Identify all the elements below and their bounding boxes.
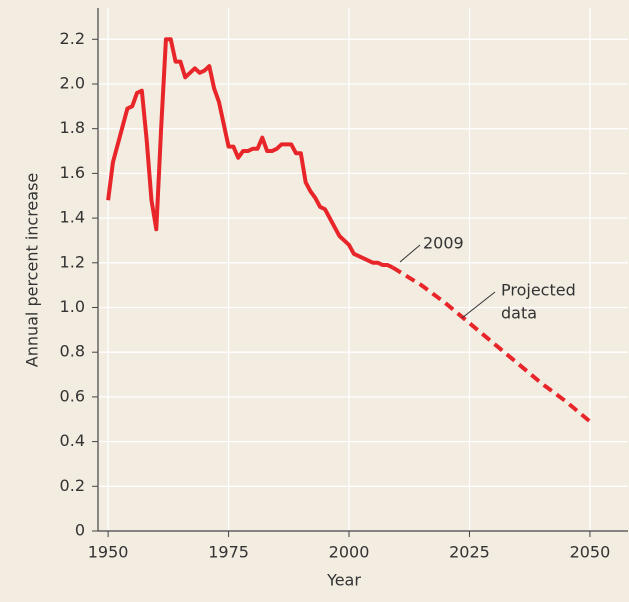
y-tick-label: 2.0 xyxy=(60,73,85,92)
annotation: 2009 xyxy=(423,234,464,253)
x-tick-label: 2025 xyxy=(449,543,490,562)
y-tick-label: 0.6 xyxy=(60,386,85,405)
y-tick-label: 1.8 xyxy=(60,118,85,137)
y-axis-label: Annual percent increase xyxy=(23,173,42,368)
data-line xyxy=(391,265,592,424)
x-tick-label: 2050 xyxy=(570,543,611,562)
annotation: data xyxy=(501,304,537,323)
y-tick-label: 1.0 xyxy=(60,297,85,316)
y-tick-label: 0.4 xyxy=(60,431,85,450)
annotation-leader xyxy=(399,244,421,263)
annotation: Projected xyxy=(501,281,576,300)
y-tick-label: 1.6 xyxy=(60,163,85,182)
x-axis-label: Year xyxy=(326,571,361,590)
data-line xyxy=(106,37,394,270)
y-tick-label: 0 xyxy=(75,521,85,540)
annotation-leader xyxy=(461,291,496,319)
y-tick-label: 0.2 xyxy=(60,476,85,495)
y-tick-label: 1.2 xyxy=(60,252,85,271)
x-tick-label: 1950 xyxy=(88,543,129,562)
x-tick-label: 2000 xyxy=(329,543,370,562)
x-tick-label: 1975 xyxy=(208,543,249,562)
y-tick-label: 0.8 xyxy=(60,342,85,361)
y-tick-label: 1.4 xyxy=(60,208,85,227)
y-tick-label: 2.2 xyxy=(60,29,85,48)
